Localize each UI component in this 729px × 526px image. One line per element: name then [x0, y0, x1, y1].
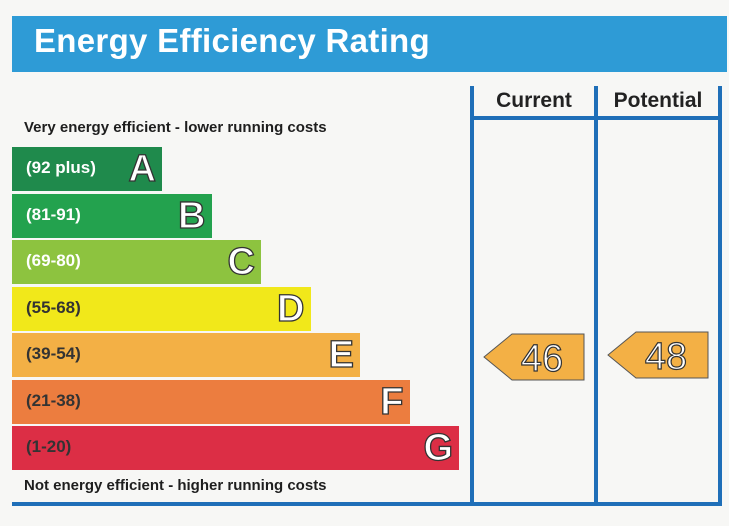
band-range-label: (92 plus) — [26, 158, 96, 177]
band-g: (1-20) G — [12, 426, 459, 470]
band-c: (69-80) C — [12, 240, 261, 284]
potential-arrow-shape — [607, 331, 709, 379]
band-letter: A — [128, 147, 157, 190]
column-header-current: Current — [496, 89, 572, 112]
column-header-potential: Potential — [613, 89, 703, 112]
band-letter: C — [227, 240, 256, 283]
band-letter: B — [177, 194, 206, 237]
band-range-label: (81-91) — [26, 204, 81, 224]
band-b: (81-91) B — [12, 193, 212, 238]
current-arrow-shape — [483, 333, 585, 381]
title-bar: Energy Efficiency Rating — [12, 16, 727, 72]
band-letter: E — [328, 333, 355, 376]
frame-header-rule — [470, 116, 722, 120]
band-range-label: (55-68) — [26, 297, 81, 317]
frame-left — [470, 86, 474, 506]
current-rating-arrow: 46 — [483, 333, 585, 381]
frame-right — [718, 86, 722, 506]
potential-rating-arrow: 48 — [607, 331, 709, 379]
band-a: (92 plus) A — [12, 147, 162, 191]
band-range-label: (21-38) — [26, 390, 81, 410]
top-caption: Very energy efficient - lower running co… — [24, 119, 327, 136]
band-letter: D — [276, 287, 305, 330]
frame-bottom-rule — [12, 502, 722, 506]
chart-title: Energy Efficiency Rating — [34, 22, 430, 59]
band-range-label: (1-20) — [26, 437, 72, 456]
band-range-label: (69-80) — [26, 251, 81, 270]
bottom-caption: Not energy efficient - higher running co… — [24, 477, 327, 494]
band-range-label: (39-54) — [26, 344, 81, 363]
band-letter: F — [380, 380, 405, 423]
potential-rating-value: 48 — [645, 336, 687, 378]
band-f: (21-38) F — [12, 379, 410, 424]
band-letter: G — [423, 426, 454, 469]
current-rating-value: 46 — [521, 338, 563, 380]
band-e: (39-54) E — [12, 333, 360, 377]
frame-middle — [594, 86, 598, 506]
band-d: (55-68) D — [12, 286, 311, 331]
